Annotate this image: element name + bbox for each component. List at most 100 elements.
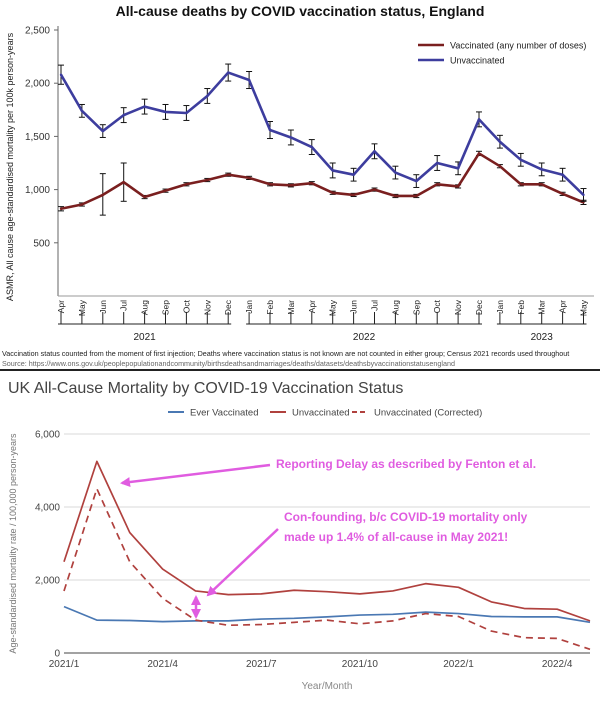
data-point bbox=[456, 167, 460, 170]
data-point bbox=[498, 164, 502, 168]
data-point bbox=[540, 168, 543, 171]
data-point bbox=[80, 109, 84, 113]
data-point bbox=[498, 140, 502, 143]
x-tick-label: Jul bbox=[370, 300, 380, 311]
data-point bbox=[394, 171, 397, 174]
x-tick-label: 2021/4 bbox=[147, 659, 178, 670]
x-tick-label: Oct bbox=[181, 299, 191, 313]
x-tick-label: Jan bbox=[244, 300, 254, 314]
x-tick-label: Oct bbox=[432, 299, 442, 313]
data-point bbox=[331, 169, 334, 172]
y-tick-label: 0 bbox=[54, 649, 60, 660]
y-tick-label: 1,500 bbox=[25, 132, 50, 143]
top-chart: All-cause deaths by COVID vaccination st… bbox=[5, 3, 594, 343]
data-point bbox=[185, 183, 188, 186]
year-label: 2022 bbox=[353, 332, 376, 343]
data-point bbox=[519, 158, 522, 162]
x-tick-label: Jun bbox=[349, 300, 359, 314]
series-vaccinated bbox=[58, 150, 587, 216]
data-point bbox=[206, 178, 209, 182]
panel-divider bbox=[0, 369, 600, 371]
y-tick-label: 2,500 bbox=[25, 26, 50, 37]
annotation-confounding-line-2: made up 1.4% of all-cause in May 2021! bbox=[284, 530, 508, 544]
data-point bbox=[352, 193, 355, 197]
series-line bbox=[59, 71, 585, 196]
x-tick-label: Mar bbox=[286, 300, 296, 315]
data-point bbox=[415, 194, 418, 198]
x-tick-label: Apr bbox=[56, 300, 66, 313]
annotation-arrow-2 bbox=[206, 528, 279, 597]
data-point bbox=[101, 193, 105, 197]
x-tick-label: Aug bbox=[140, 300, 150, 315]
data-point bbox=[289, 136, 293, 139]
data-point bbox=[268, 183, 272, 186]
data-point bbox=[164, 110, 167, 114]
year-label: 2023 bbox=[531, 332, 554, 343]
data-point bbox=[436, 161, 439, 165]
x-tick-label: May bbox=[579, 299, 589, 316]
data-point bbox=[373, 188, 376, 191]
data-point bbox=[582, 193, 585, 197]
data-point bbox=[436, 183, 439, 186]
bottom-chart: UK All-Cause Mortality by COVID-19 Vacci… bbox=[8, 380, 591, 692]
data-point bbox=[310, 182, 313, 185]
year-label: 2021 bbox=[133, 332, 156, 343]
data-point bbox=[456, 185, 460, 188]
data-point bbox=[310, 145, 313, 149]
y-tick-label: 2,000 bbox=[25, 79, 50, 90]
data-point bbox=[143, 105, 146, 108]
series-ever-vaccinated bbox=[63, 605, 591, 624]
x-tick-label: Apr bbox=[307, 300, 317, 313]
data-point bbox=[59, 73, 63, 76]
data-point bbox=[80, 203, 84, 206]
data-point bbox=[143, 195, 146, 199]
y-tick-label: 2,000 bbox=[35, 576, 60, 587]
chart-title: All-cause deaths by COVID vaccination st… bbox=[116, 3, 485, 19]
legend: Vaccinated (any number of doses) Unvaccin… bbox=[418, 41, 586, 66]
data-point bbox=[59, 207, 63, 210]
x-tick-label: Sep bbox=[161, 300, 171, 315]
x-tick-label: 2021/7 bbox=[246, 659, 277, 670]
data-point bbox=[247, 78, 251, 82]
x-tick-label: 2021/10 bbox=[342, 659, 379, 670]
annotation-reporting-delay: Reporting Delay as described by Fenton e… bbox=[276, 457, 536, 471]
footnote-line-1: Vaccination status counted from the mome… bbox=[2, 349, 570, 358]
x-tick-label: Feb bbox=[265, 300, 275, 315]
data-point bbox=[206, 94, 209, 98]
x-tick-label: Apr bbox=[558, 300, 568, 313]
x-tick-label: Aug bbox=[390, 300, 400, 315]
data-point bbox=[331, 191, 334, 194]
x-tick-label: Mar bbox=[537, 300, 547, 315]
data-point bbox=[415, 179, 418, 183]
legend: Ever Vaccinated Unvaccinated Unvaccinated … bbox=[168, 408, 482, 419]
x-tick-label: Sep bbox=[411, 300, 421, 315]
x-tick-label: Nov bbox=[453, 299, 463, 315]
bottom-chart-panel: UK All-Cause Mortality by COVID-19 Vacci… bbox=[0, 371, 600, 701]
y-axis-label: Age-standardised mortality rate / 100,00… bbox=[8, 433, 18, 654]
footnote-line-2: Source: https://www.ons.gov.uk/peoplepop… bbox=[2, 359, 455, 368]
data-point bbox=[101, 129, 105, 133]
y-axis-label: ASMR, All cause age-standardised mortali… bbox=[5, 32, 15, 301]
annotation-confounding-line-1: Con-founding, b/c COVID-19 mortality onl… bbox=[284, 510, 528, 524]
x-tick-label: 2022/1 bbox=[443, 659, 474, 670]
data-point bbox=[185, 111, 188, 115]
data-point bbox=[561, 192, 564, 196]
legend-label: Vaccinated (any number of doses) bbox=[450, 41, 586, 51]
y-tick-label: 4,000 bbox=[35, 503, 60, 514]
x-tick-label: Jul bbox=[119, 300, 129, 311]
data-point bbox=[122, 113, 125, 117]
x-tick-label: Jun bbox=[98, 300, 108, 314]
x-tick-label: May bbox=[328, 299, 338, 316]
data-point bbox=[561, 173, 564, 176]
data-point bbox=[122, 180, 125, 184]
x-tick-label: 2022/4 bbox=[542, 659, 573, 670]
top-chart-panel: All-cause deaths by COVID vaccination st… bbox=[2, 3, 594, 368]
x-tick-label: 2021/1 bbox=[49, 659, 80, 670]
x-tick-label: Nov bbox=[202, 299, 212, 315]
data-point bbox=[164, 189, 167, 192]
data-point bbox=[519, 183, 522, 186]
data-point bbox=[394, 194, 397, 198]
data-point bbox=[373, 150, 376, 153]
series-unvaccinated bbox=[63, 460, 591, 622]
data-point bbox=[227, 173, 230, 176]
